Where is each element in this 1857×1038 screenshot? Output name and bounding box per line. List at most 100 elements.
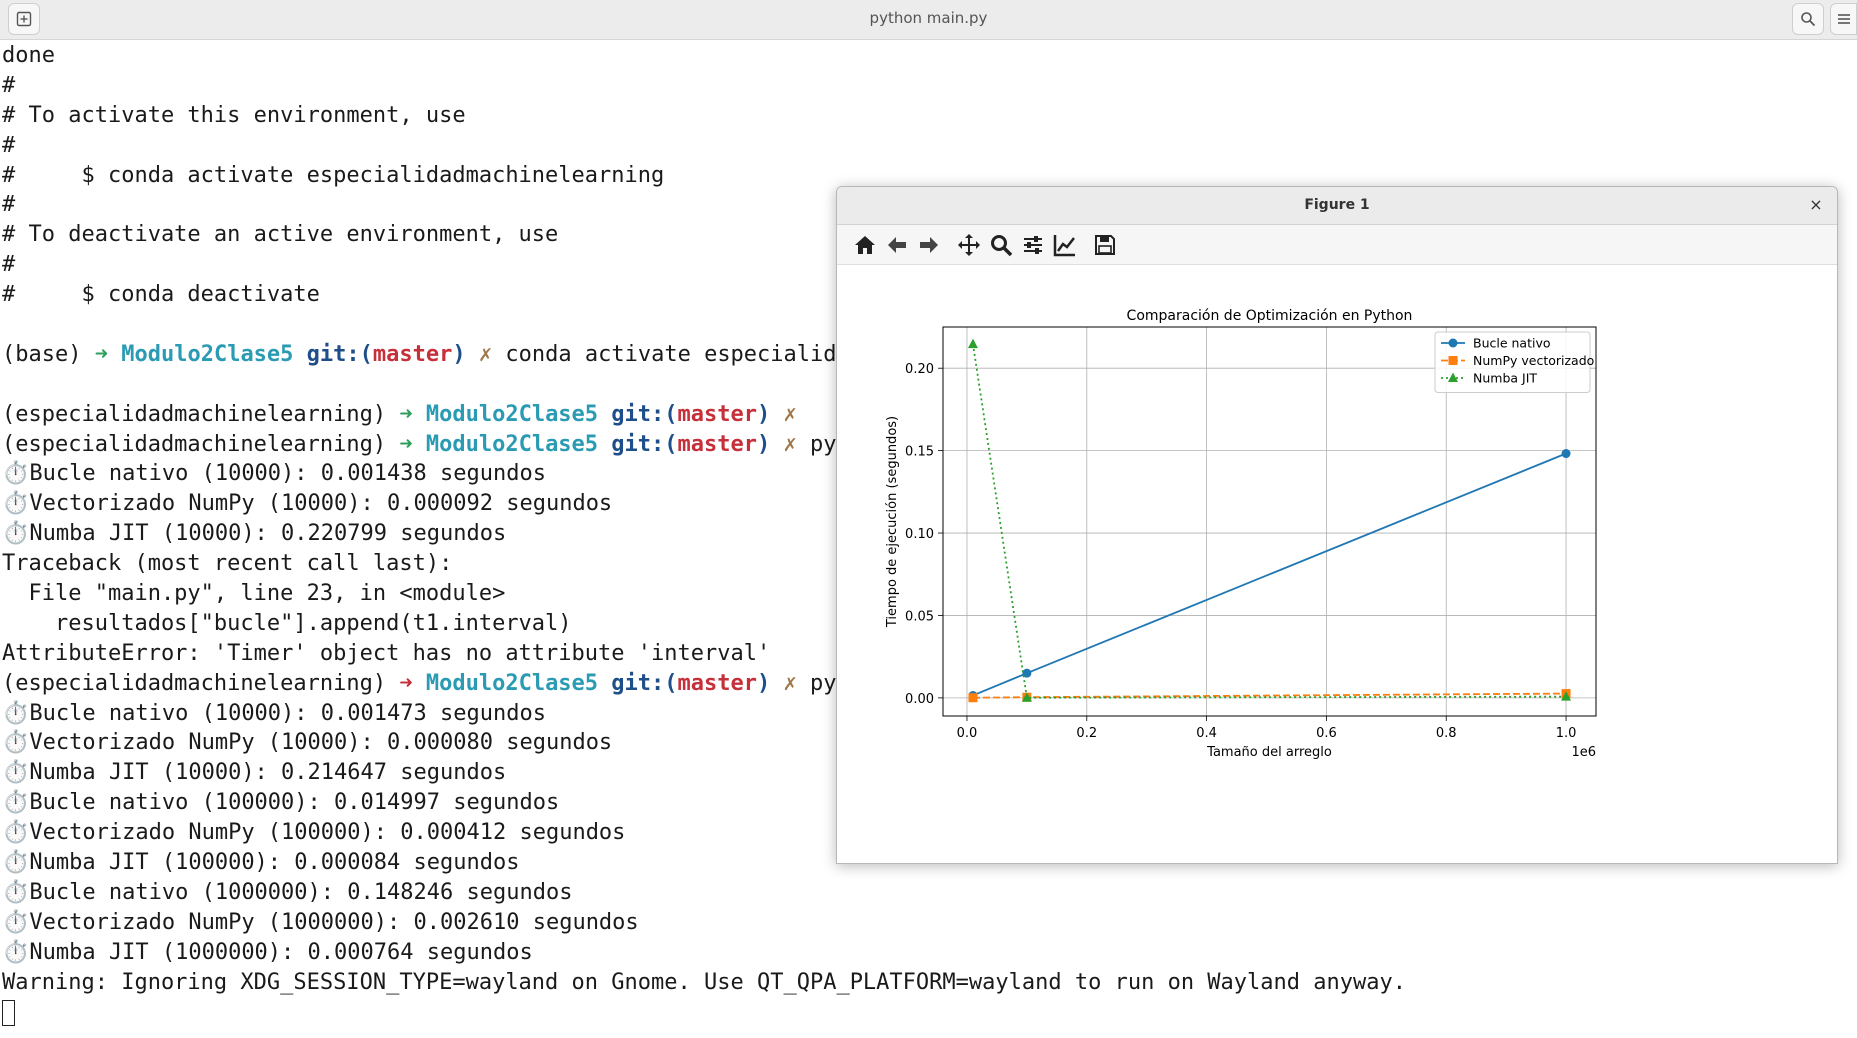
prompt-arrow: ➜	[94, 341, 108, 367]
line-chart[interactable]: 0.0 0.2 0.4 0.6 0.8 1.0 0.00 0.05 0.10 0.15 0.20 Co…	[837, 265, 1837, 863]
back-button[interactable]	[883, 231, 911, 259]
terminal-line: AttributeError: 'Timer' object has no at…	[2, 640, 771, 666]
edit-axis-button[interactable]	[1051, 231, 1079, 259]
x-tick-label: 1.0	[1556, 726, 1577, 741]
x-axis-label: Tamaño del arreglo	[1206, 745, 1332, 760]
axes-frame	[942, 326, 1597, 717]
close-icon[interactable]: ×	[1809, 195, 1823, 214]
prompt-command: conda activate especialida	[505, 341, 850, 367]
legend-label: NumPy vectorizado	[1473, 353, 1594, 368]
y-tick-label: 0.00	[905, 692, 934, 707]
y-tick-label: 0.10	[905, 527, 934, 542]
series-point-0	[1561, 449, 1571, 459]
terminal-line: ⏱️Bucle nativo (10000): 0.001473 segundo…	[2, 700, 546, 726]
terminal-line: ⏱️Vectorizado NumPy (10000): 0.000092 se…	[2, 491, 613, 517]
terminal-line: File "main.py", line 23, in <module>	[2, 581, 506, 607]
terminal-line: # $ conda deactivate	[2, 282, 320, 308]
x-offset-label: 1e6	[1571, 745, 1596, 760]
menu-button[interactable]	[1830, 3, 1857, 35]
x-tick-label: 0.8	[1436, 726, 1457, 741]
configure-subplots-icon	[1024, 236, 1042, 254]
forward-icon	[920, 237, 938, 253]
legend-swatch-marker	[1448, 338, 1458, 348]
terminal-line: resultados["bucle"].append(t1.interval)	[2, 610, 572, 636]
prompt-command: py	[810, 670, 837, 696]
prompt-git-label: git:(	[306, 341, 373, 367]
series-point-2	[1021, 692, 1032, 702]
terminal-output[interactable]: done # # To activate this environment, use…	[2, 41, 1852, 1027]
terminal-cursor[interactable]	[2, 999, 15, 1026]
prompt-directory: Modulo2Clase5	[121, 341, 294, 367]
y-tick-label: 0.20	[905, 362, 934, 377]
zoom-button[interactable]	[987, 231, 1015, 259]
pan-button[interactable]	[955, 231, 983, 259]
terminal-line: ⏱️Bucle nativo (10000): 0.001438 segundo…	[2, 461, 546, 487]
legend-swatch-marker	[1448, 356, 1458, 365]
prompt-git-close: )	[757, 670, 771, 696]
prompt-line: (base) ➜ Modulo2Clase5 git:(master) ✗ co…	[2, 340, 1852, 370]
prompt-arrow: ➜	[399, 670, 413, 696]
terminal-line: ⏱️Bucle nativo (100000): 0.014997 segund…	[2, 790, 560, 816]
prompt-dirty-mark: ✗	[478, 341, 493, 367]
prompt-env: (especialidadmachinelearning)	[2, 401, 387, 427]
terminal-line: Warning: Ignoring XDG_SESSION_TYPE=wayla…	[2, 969, 1406, 995]
terminal-line: done	[2, 43, 55, 68]
prompt-directory: Modulo2Clase5	[425, 670, 599, 696]
edit-axis-icon	[1053, 235, 1075, 257]
terminal-line: # To activate this environment, use	[2, 102, 466, 128]
figure-titlebar[interactable]: Figure 1 ×	[837, 187, 1837, 225]
menu-icon	[1837, 14, 1850, 24]
home-button[interactable]	[851, 231, 879, 259]
legend-label: Numba JIT	[1473, 371, 1537, 386]
prompt-directory: Modulo2Clase5	[425, 401, 599, 427]
prompt-directory: Modulo2Clase5	[425, 431, 599, 457]
y-axis-label: Tiempo de ejecución (segundos)	[885, 416, 900, 628]
prompt-line: (especialidadmachinelearning) ➜ Modulo2C…	[2, 430, 1852, 460]
terminal-line: ⏱️Vectorizado NumPy (10000): 0.000080 se…	[2, 730, 613, 756]
prompt-dirty-mark: ✗	[783, 431, 797, 457]
prompt-branch: master	[677, 401, 758, 427]
prompt-env: (base)	[2, 341, 82, 367]
terminal-line: # $ conda activate especialidadmachinele…	[2, 162, 665, 188]
prompt-dirty-mark: ✗	[783, 401, 797, 427]
search-icon	[1801, 12, 1816, 27]
figure-toolbar	[837, 225, 1837, 265]
prompt-git-close: )	[757, 401, 771, 427]
chart-legend	[1434, 331, 1591, 393]
forward-button[interactable]	[915, 231, 943, 259]
figure-window[interactable]: Figure 1 ×	[836, 186, 1838, 864]
prompt-env: (especialidadmachinelearning)	[2, 431, 387, 457]
new-tab-button[interactable]	[8, 3, 40, 35]
home-icon	[855, 236, 875, 254]
prompt-branch: master	[677, 431, 758, 457]
prompt-git-label: git:(	[611, 670, 678, 696]
save-icon	[1095, 235, 1115, 255]
prompt-arrow: ➜	[399, 401, 413, 427]
x-tick-label: 0.0	[957, 726, 978, 741]
pan-icon	[958, 234, 980, 256]
terminal-line: # To deactivate an active environment, u…	[2, 222, 559, 248]
prompt-line: (especialidadmachinelearning) ➜ Modulo2C…	[2, 400, 1852, 430]
terminal-line: ⏱️Numba JIT (1000000): 0.000764 segundos	[2, 939, 533, 965]
x-tick-label: 0.4	[1196, 726, 1217, 741]
new-tab-icon	[16, 11, 32, 27]
figure-canvas[interactable]: 0.0 0.2 0.4 0.6 0.8 1.0 0.00 0.05 0.10 0.15 0.20 Co…	[837, 265, 1837, 863]
chart-title: Comparación de Optimización en Python	[1127, 308, 1413, 324]
series-line-0	[972, 452, 1567, 697]
configure-subplots-button[interactable]	[1019, 231, 1047, 259]
series-line-2	[972, 343, 1567, 699]
prompt-dirty-mark: ✗	[783, 670, 797, 696]
terminal-line: ⏱️Numba JIT (10000): 0.214647 segundos	[2, 760, 507, 786]
legend-label: Bucle nativo	[1473, 336, 1551, 351]
terminal-line: #	[2, 132, 16, 158]
terminal-line: ⏱️Vectorizado NumPy (100000): 0.000412 s…	[2, 820, 626, 846]
prompt-command: py	[810, 431, 837, 457]
series-point-2	[967, 338, 978, 349]
terminal-line: ⏱️Vectorizado NumPy (1000000): 0.002610 …	[2, 909, 639, 935]
prompt-branch: master	[372, 341, 453, 367]
search-button[interactable]	[1792, 3, 1824, 35]
y-tick-label: 0.05	[905, 609, 934, 624]
terminal-line: ⏱️Bucle nativo (1000000): 0.148246 segun…	[2, 879, 573, 905]
prompt-git-label: git:(	[611, 401, 678, 427]
save-button[interactable]	[1091, 231, 1119, 259]
